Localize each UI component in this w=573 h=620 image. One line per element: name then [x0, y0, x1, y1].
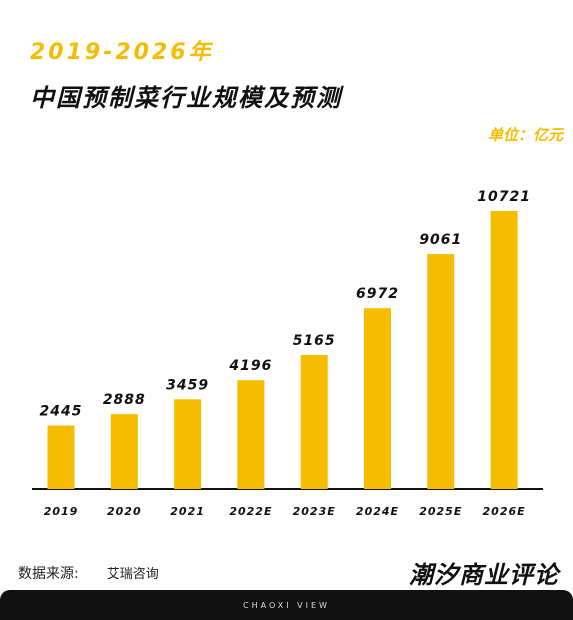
bar-2022E — [237, 380, 265, 489]
title-years: 2019-2026年 — [30, 40, 214, 65]
data-label-2026E: 10721 — [477, 189, 531, 205]
data-label-2022E: 4196 — [228, 358, 272, 374]
x-tick-2019: 2019 — [44, 505, 79, 518]
bar-2024E — [364, 308, 391, 489]
footer-tagline: CHAOXI VIEW — [243, 600, 330, 610]
data-label-2024E: 6972 — [356, 286, 399, 302]
data-label-2021: 3459 — [166, 377, 209, 393]
x-tick-2021: 2021 — [170, 505, 205, 518]
bar-2026E — [490, 211, 518, 489]
bar-2020 — [110, 414, 138, 489]
x-tick-2020: 2020 — [107, 505, 142, 518]
data-source: 数据来源: 艾瑞咨询 — [18, 563, 159, 583]
x-tick-2024E: 2024E — [356, 505, 399, 518]
x-tick-2025E: 2025E — [419, 505, 462, 518]
data-label-2019: 2445 — [40, 404, 83, 420]
bar-2019 — [47, 425, 75, 489]
data-label-2023E: 5165 — [293, 333, 336, 349]
footer-bar: CHAOXI VIEW — [0, 590, 573, 620]
bar-chart: 2445 2019 2888 2020 3459 2021 4196 2022E 5165 202… — [32, 189, 543, 518]
x-tick-2023E: 2023E — [293, 505, 336, 518]
x-tick-2026E: 2026E — [483, 505, 526, 518]
source-label: 数据来源: — [18, 566, 79, 582]
data-label-2025E: 9061 — [419, 232, 462, 248]
chart-title: 中国预制菜行业规模及预测 — [30, 84, 342, 112]
bar-2021 — [174, 399, 202, 489]
x-tick-2022E: 2022E — [229, 505, 272, 518]
data-label-2020: 2888 — [103, 392, 146, 408]
unit-label: 单位：亿元 — [487, 126, 563, 144]
brand-name: 潮汐商业评论 — [409, 561, 559, 589]
bar-2023E — [300, 355, 328, 489]
source-value: 艾瑞咨询 — [106, 567, 159, 582]
bar-2025E — [427, 254, 455, 489]
